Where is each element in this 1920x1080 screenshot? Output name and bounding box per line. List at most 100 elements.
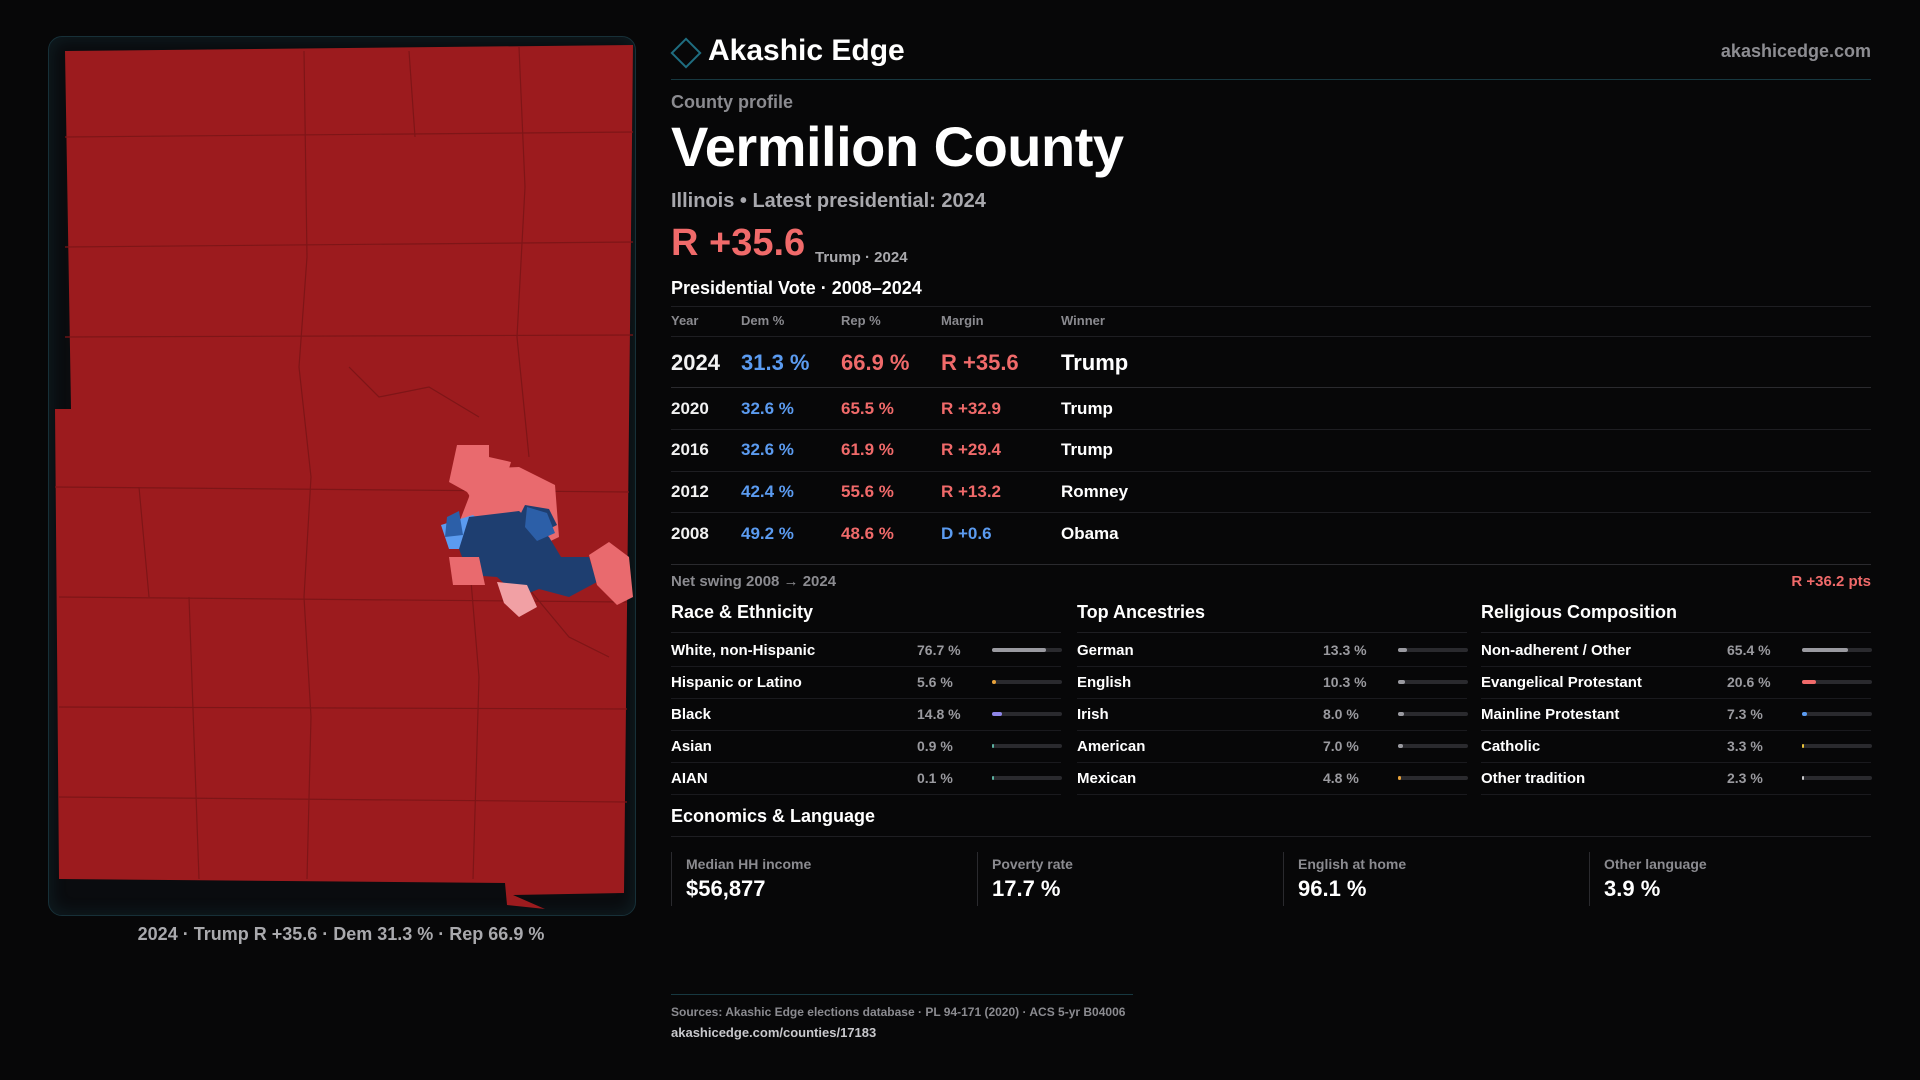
list-item: German 13.3 %	[1077, 634, 1468, 667]
row-year: 2008	[671, 524, 709, 543]
brand-name: Akashic Edge	[708, 34, 905, 67]
row-dem: 49.2 %	[741, 524, 794, 543]
header-divider	[671, 79, 1871, 80]
bar-track	[1398, 712, 1468, 716]
bar-fill	[1398, 712, 1404, 716]
net-swing-label: Net swing 2008 → 2024	[671, 573, 837, 590]
row-divider	[671, 429, 1871, 430]
row-margin: R +32.9	[941, 399, 1002, 418]
row-rep: 55.6 %	[841, 482, 894, 501]
item-value: 4.8 %	[1323, 770, 1359, 786]
table-bottom-rule	[671, 564, 1871, 565]
item-value: 3.3 %	[1727, 738, 1763, 754]
bar-track	[1398, 744, 1468, 748]
stat-value: $56,877	[686, 876, 766, 901]
stat-label: Median HH income	[686, 856, 812, 872]
religion-title: Religious Composition	[1481, 602, 1677, 622]
ancestries-title: Top Ancestries	[1077, 602, 1206, 622]
row-year: 2024	[671, 350, 720, 375]
headline-note: Trump · 2024	[815, 249, 908, 266]
headline-margin: R +35.6	[671, 222, 806, 264]
item-value: 65.4 %	[1727, 642, 1771, 658]
stat-median-income: Median HH income $56,877	[671, 852, 962, 906]
item-label: Mexican	[1077, 770, 1137, 787]
row-rep: 48.6 %	[841, 524, 894, 543]
bar-track	[1398, 648, 1468, 652]
vote-table-header-rule	[671, 336, 1871, 337]
bar-fill	[1398, 680, 1405, 684]
row-margin: D +0.6	[941, 524, 992, 543]
economics-title: Economics & Language	[671, 806, 876, 826]
list-item: American 7.0 %	[1077, 730, 1468, 763]
bar-track	[992, 744, 1062, 748]
brand-site-link[interactable]: akashicedge.com	[1720, 41, 1871, 61]
item-value: 20.6 %	[1727, 674, 1771, 690]
list-item: English 10.3 %	[1077, 666, 1468, 699]
row-winner: Romney	[1061, 482, 1129, 501]
bar-track	[1802, 776, 1872, 780]
city-precincts	[441, 445, 633, 617]
panel-rule	[671, 632, 1061, 633]
bar-fill	[1398, 776, 1401, 780]
item-value: 7.0 %	[1323, 738, 1359, 754]
item-label: German	[1077, 642, 1134, 659]
county-shape	[55, 45, 633, 909]
bar-fill	[1802, 680, 1816, 684]
footer-url-link[interactable]: akashicedge.com/counties/17183	[671, 1025, 877, 1040]
panel-rule	[1481, 632, 1871, 633]
item-label: English	[1077, 674, 1132, 691]
item-label: Asian	[671, 738, 712, 755]
bar-fill	[1802, 744, 1804, 748]
bar-track	[1802, 712, 1872, 716]
list-item: Non-adherent / Other 65.4 %	[1481, 634, 1872, 667]
item-label: Hispanic or Latino	[671, 674, 802, 691]
col-header-year: Year	[671, 313, 699, 328]
row-winner: Obama	[1061, 524, 1119, 543]
net-swing-value: R +36.2 pts	[1791, 573, 1871, 590]
bar-track	[992, 648, 1062, 652]
footer-sources: Sources: Akashic Edge elections database…	[671, 1005, 1126, 1019]
list-item: Catholic 3.3 %	[1481, 730, 1872, 763]
bar-fill	[1802, 776, 1804, 780]
bar-fill	[992, 744, 994, 748]
stat-other-language: Other language 3.9 %	[1589, 852, 1880, 906]
stat-label: Other language	[1604, 856, 1707, 872]
bar-fill	[1802, 712, 1807, 716]
vote-table-top-rule	[671, 306, 1871, 307]
row-dem: 32.6 %	[741, 399, 794, 418]
bar-track	[1802, 744, 1872, 748]
bar-track	[1398, 776, 1468, 780]
brand-logo-icon	[670, 37, 702, 69]
row-dem: 42.4 %	[741, 482, 794, 501]
row-dem: 31.3 %	[741, 350, 810, 375]
stat-value: 3.9 %	[1604, 876, 1661, 901]
bar-fill	[1398, 648, 1407, 652]
item-value: 8.0 %	[1323, 706, 1359, 722]
item-label: Mainline Protestant	[1481, 706, 1620, 723]
stat-english-at-home: English at home 96.1 %	[1283, 852, 1574, 906]
item-value: 7.3 %	[1727, 706, 1763, 722]
stat-value: 96.1 %	[1298, 876, 1367, 901]
row-year: 2020	[671, 399, 709, 418]
bar-fill	[992, 776, 994, 780]
economics-rule	[671, 836, 1871, 837]
row-winner: Trump	[1061, 350, 1129, 375]
stat-label: English at home	[1298, 856, 1407, 872]
panel-rule	[1077, 632, 1467, 633]
row-winner: Trump	[1061, 440, 1113, 459]
item-label: White, non-Hispanic	[671, 642, 816, 659]
bar-track	[1802, 680, 1872, 684]
item-label: Irish	[1077, 706, 1109, 723]
bar-fill	[1802, 648, 1848, 652]
list-item: Evangelical Protestant 20.6 %	[1481, 666, 1872, 699]
row-margin: R +35.6	[941, 350, 1019, 375]
row-margin: R +13.2	[941, 482, 1002, 501]
item-value: 0.9 %	[917, 738, 953, 754]
row-rep: 66.9 %	[841, 350, 910, 375]
stat-poverty-rate: Poverty rate 17.7 %	[977, 852, 1268, 906]
stat-value: 17.7 %	[992, 876, 1061, 901]
item-label: Black	[671, 706, 712, 723]
county-map-panel[interactable]	[48, 36, 636, 916]
profile-subline: Illinois • Latest presidential: 2024	[671, 190, 986, 212]
county-map[interactable]	[49, 37, 635, 915]
